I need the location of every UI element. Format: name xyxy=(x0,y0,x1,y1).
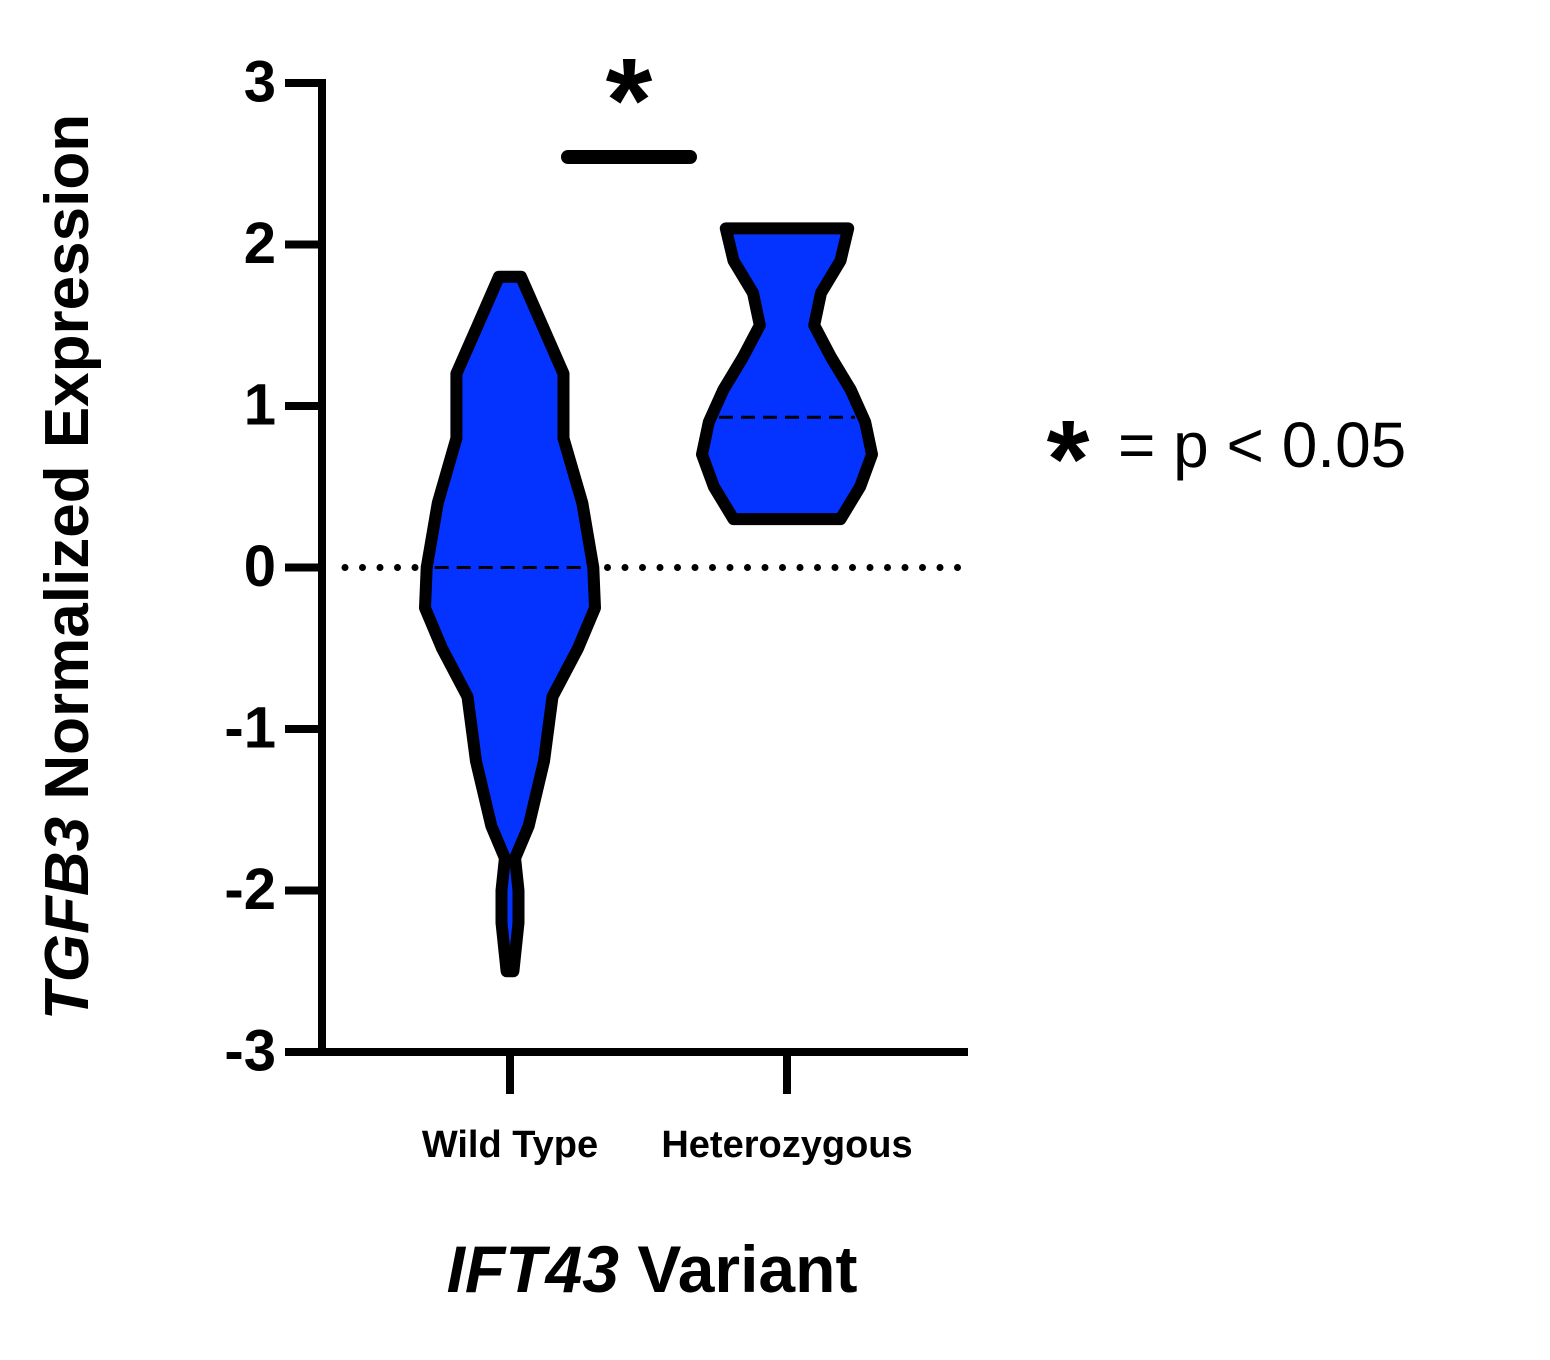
y-tick-label: 2 xyxy=(244,211,276,276)
y-tick-label: 3 xyxy=(244,49,276,114)
y-tick-label: -1 xyxy=(224,695,276,760)
legend-marker: * xyxy=(1047,398,1090,521)
y-tick-label: 0 xyxy=(244,534,276,599)
x-axis-title: IFT43 Variant xyxy=(447,1232,858,1306)
y-tick-label: -2 xyxy=(224,857,276,922)
y-tick-label: 1 xyxy=(244,372,276,437)
y-axis-title: TGFB3 Normalized Expression xyxy=(33,114,102,1020)
y-tick-label: -3 xyxy=(224,1018,276,1083)
violin xyxy=(696,222,878,526)
x-tick-label: Wild Type xyxy=(422,1124,598,1166)
x-tick-label: Heterozygous xyxy=(661,1124,912,1166)
y-axis-title-text: Normalized Expression xyxy=(33,114,102,800)
x-axis-title-gene: IFT43 xyxy=(447,1232,619,1306)
violin xyxy=(419,270,601,978)
significance-marker: * xyxy=(606,34,653,168)
y-axis-title-gene: TGFB3 xyxy=(33,817,102,1020)
legend-note: = p < 0.05 xyxy=(1118,409,1406,481)
x-axis-title-text: Variant xyxy=(637,1232,857,1306)
